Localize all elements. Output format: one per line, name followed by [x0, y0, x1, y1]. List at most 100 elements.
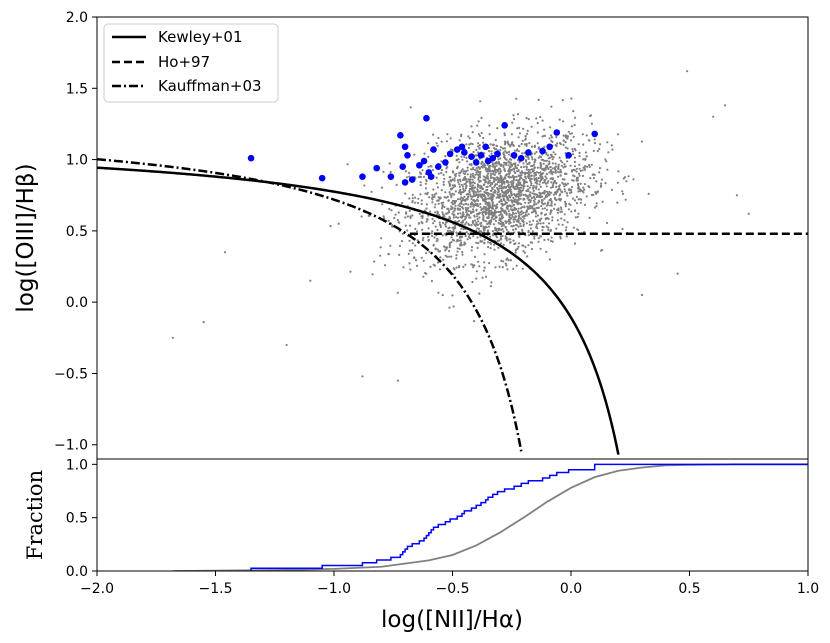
grey-point	[395, 183, 398, 186]
grey-point	[485, 170, 488, 173]
grey-point	[470, 181, 473, 184]
grey-point	[600, 249, 604, 252]
grey-point	[488, 124, 491, 127]
grey-point	[476, 169, 479, 172]
grey-point	[517, 225, 520, 228]
grey-point	[523, 206, 526, 209]
grey-point	[492, 223, 496, 226]
grey-point	[507, 210, 510, 213]
grey-point	[408, 262, 411, 265]
grey-point	[519, 222, 522, 225]
grey-point	[442, 180, 445, 183]
grey-point	[454, 204, 457, 207]
grey-point	[556, 219, 559, 222]
grey-point	[492, 218, 495, 221]
grey-point	[537, 176, 540, 180]
grey-point	[514, 242, 517, 245]
grey-point	[469, 175, 472, 179]
grey-point	[467, 213, 470, 217]
grey-point	[503, 211, 506, 214]
grey-point	[487, 150, 491, 153]
grey-point	[443, 196, 446, 199]
grey-point	[465, 143, 468, 146]
grey-point	[418, 171, 421, 174]
grey-point	[531, 205, 534, 208]
grey-point	[563, 219, 566, 222]
blue-point	[430, 146, 437, 153]
grey-point	[562, 139, 565, 142]
grey-point	[563, 188, 566, 191]
grey-point	[441, 207, 444, 210]
grey-point	[500, 215, 503, 218]
grey-point	[410, 249, 414, 252]
grey-point	[456, 247, 459, 250]
grey-point	[446, 195, 449, 198]
grey-point	[448, 246, 451, 249]
grey-point	[390, 209, 393, 212]
grey-point	[518, 235, 521, 238]
grey-point	[401, 201, 404, 205]
grey-point	[475, 154, 479, 157]
grey-point	[525, 168, 528, 171]
grey-point	[500, 228, 503, 231]
grey-point	[452, 186, 455, 189]
grey-point	[606, 141, 609, 144]
grey-point	[453, 185, 457, 188]
grey-point	[459, 212, 462, 215]
grey-point	[554, 153, 557, 156]
grey-point	[508, 161, 511, 164]
grey-point	[462, 185, 465, 188]
grey-point	[507, 170, 510, 173]
grey-point	[440, 172, 443, 175]
grey-point	[397, 211, 400, 214]
grey-point	[468, 137, 471, 140]
blue-point	[434, 163, 442, 171]
grey-point	[420, 199, 423, 202]
grey-point	[491, 203, 494, 207]
grey-point	[533, 203, 536, 206]
grey-point	[466, 208, 469, 211]
grey-point	[559, 170, 562, 173]
grey-point	[501, 209, 504, 212]
grey-point	[581, 133, 585, 136]
grey-point	[498, 217, 501, 220]
grey-point	[550, 186, 553, 189]
grey-point	[488, 203, 491, 206]
grey-point	[436, 228, 439, 232]
grey-point	[420, 215, 423, 218]
grey-point	[565, 192, 569, 195]
grey-point	[534, 159, 537, 162]
grey-point	[588, 185, 591, 189]
grey-point	[461, 206, 464, 209]
grey-point	[471, 208, 475, 211]
grey-point	[508, 153, 511, 156]
grey-point	[528, 142, 531, 145]
grey-point	[373, 260, 376, 263]
grey-point	[427, 142, 430, 145]
grey-point	[462, 203, 465, 206]
grey-point	[487, 165, 490, 168]
grey-point	[522, 193, 525, 196]
grey-point	[573, 156, 577, 159]
grey-point	[492, 172, 495, 175]
grey-point	[450, 194, 453, 197]
grey-point	[510, 192, 513, 195]
grey-point	[448, 226, 451, 229]
grey-point	[545, 164, 548, 167]
grey-point	[482, 175, 485, 178]
grey-point	[418, 175, 421, 178]
grey-point	[475, 208, 478, 211]
grey-point	[526, 132, 529, 135]
grey-point	[502, 147, 505, 150]
grey-point	[563, 172, 567, 175]
grey-point	[446, 207, 449, 210]
grey-point	[558, 118, 561, 121]
grey-point	[486, 203, 489, 206]
grey-point	[503, 182, 506, 185]
grey-point	[423, 152, 426, 155]
grey-point	[445, 167, 448, 170]
grey-point	[536, 122, 539, 125]
grey-point	[489, 143, 492, 146]
grey-point	[414, 196, 417, 199]
grey-point	[490, 150, 493, 153]
